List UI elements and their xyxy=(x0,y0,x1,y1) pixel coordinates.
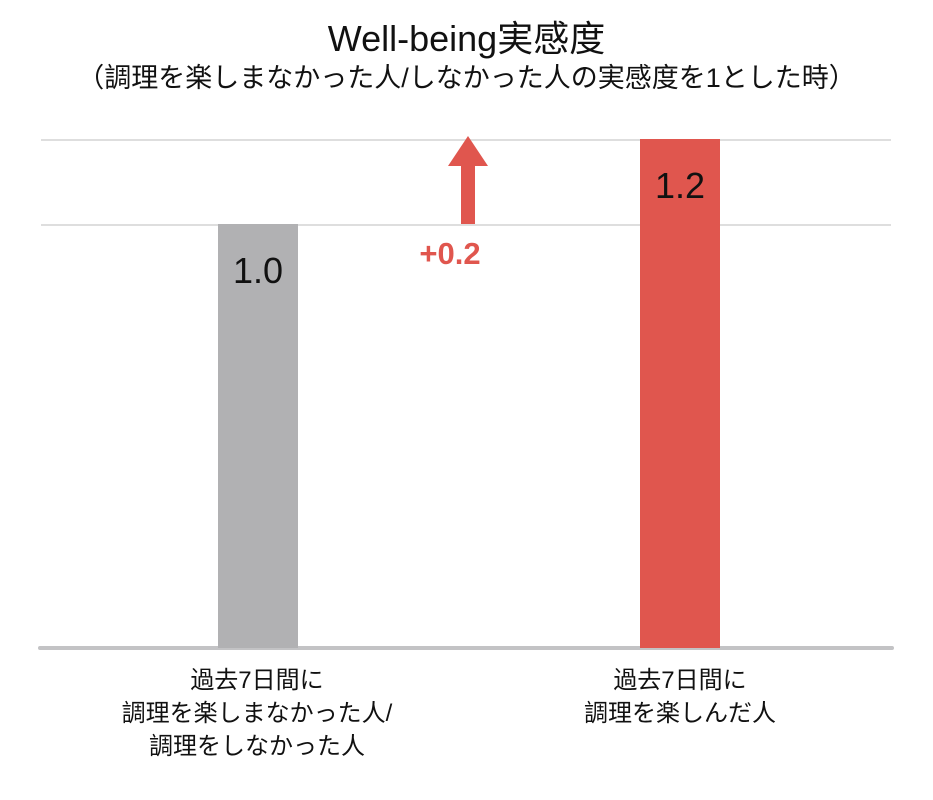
gridline xyxy=(41,224,891,226)
chart-subtitle: （調理を楽しまなかった人/しなかった人の実感度を1とした時） xyxy=(77,63,856,93)
increase-arrow-icon xyxy=(448,136,488,224)
category-label-right: 過去7日間に 調理を楽しんだ人 xyxy=(584,667,776,727)
bar-value-label: 1.2 xyxy=(654,165,706,206)
x-axis-baseline xyxy=(38,646,894,650)
category-label-left: 過去7日間に 調理を楽しまなかった人/ 調理をしなかった人 xyxy=(121,667,393,760)
arrow-shape xyxy=(448,136,488,224)
bar-value-label: 1.0 xyxy=(232,250,284,291)
difference-annotation: +0.2 xyxy=(419,236,481,271)
chart-title: Well-being実感度 xyxy=(327,18,606,59)
bar-enjoyed-cooking: 1.2 xyxy=(640,139,720,648)
bar-did-not-enjoy-cooking: 1.0 xyxy=(218,224,298,648)
